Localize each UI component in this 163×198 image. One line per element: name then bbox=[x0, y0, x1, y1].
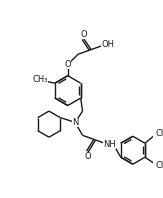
Text: N: N bbox=[72, 118, 78, 127]
Text: OH: OH bbox=[101, 40, 114, 50]
Text: O: O bbox=[85, 152, 91, 161]
Text: O: O bbox=[64, 60, 71, 69]
Text: CH₃: CH₃ bbox=[32, 75, 48, 84]
Text: O: O bbox=[80, 30, 87, 39]
Text: Cl: Cl bbox=[156, 161, 163, 170]
Text: Cl: Cl bbox=[156, 129, 163, 137]
Text: NH: NH bbox=[103, 140, 116, 149]
